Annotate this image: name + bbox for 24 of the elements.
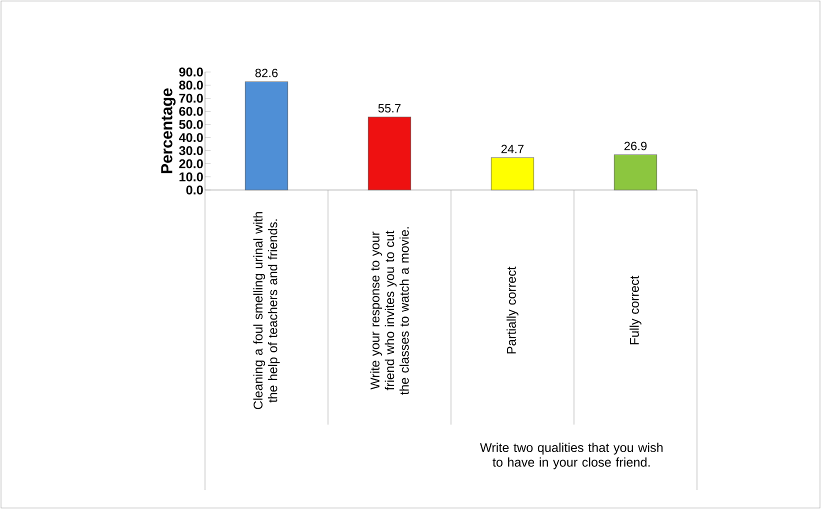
bar: [244, 81, 288, 190]
data-label: 26.9: [624, 142, 647, 150]
bar: [614, 154, 658, 190]
y-axis-title: Percentage: [161, 88, 176, 174]
y-tick-label: 40.0: [178, 133, 203, 142]
y-tick-label: 10.0: [180, 172, 203, 182]
y-tick-label: 80.0: [179, 80, 203, 90]
y-tick-label: 60.0: [179, 106, 203, 116]
data-label: 55.7: [378, 104, 401, 112]
y-tick-label: 0.0: [186, 186, 203, 194]
y-tick-label: 30.0: [179, 146, 203, 156]
x-tick-label: Partially correct: [506, 266, 518, 354]
bar: [368, 116, 412, 190]
x-tick-label: Fully correct: [630, 276, 642, 344]
x-tick-label: Cleaning a foul smelling urinal with the help of teachers and friends.: [253, 212, 280, 410]
x-tick-label: Write your response to your friend who invites you to cut the classes to watch a movie.: [370, 227, 409, 395]
y-tick-label: 50.0: [179, 120, 203, 129]
y-tick-label: 70.0: [179, 94, 203, 103]
bar: [490, 157, 534, 190]
y-tick-label: 20.0: [179, 159, 203, 168]
data-label: 24.7: [501, 144, 524, 154]
text: Write two qualities that you wish to have in your close friend.: [480, 442, 663, 470]
data-label: 82.6: [255, 68, 278, 78]
y-tick-label: 90.0: [179, 68, 203, 76]
